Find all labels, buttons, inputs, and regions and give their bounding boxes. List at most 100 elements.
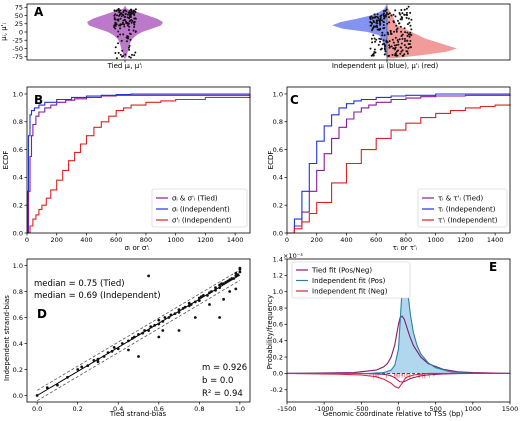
a-point-independent-mu-77 (369, 21, 372, 23)
e-xlabel: Genomic coordinate relative to TSS (bp) (323, 410, 464, 418)
a-point-independent-mu-prime-37 (390, 45, 393, 48)
c-ytick-label-4: 0.8 (273, 118, 283, 126)
d-point-7 (92, 359, 96, 362)
a-point-independent-mu-prime-114 (399, 18, 402, 21)
a-point-independent-mu-62 (371, 53, 374, 56)
d-point-68 (228, 290, 232, 293)
c-xtick-label-6: 1200 (457, 236, 474, 244)
a-point-tied-57 (116, 14, 118, 17)
d-point-57 (234, 271, 238, 275)
a-point-tied-86 (134, 10, 137, 13)
a-point-independent-mu-61 (381, 31, 384, 34)
a-point-independent-mu-prime-112 (396, 39, 399, 42)
d-ci-lower (36, 279, 241, 402)
d-point-22 (153, 323, 157, 327)
a-point-independent-mu-prime-131 (384, 44, 386, 47)
b-xlabel: σᵢ or σ'ᵢ (125, 244, 150, 252)
e-xtick-label-5: 1000 (465, 405, 482, 413)
a-point-tied-120 (133, 54, 136, 57)
a-point-tied-81 (123, 16, 126, 18)
b-xtick-label-7: 1400 (227, 236, 244, 244)
c-xtick-label-1: 200 (311, 236, 323, 244)
a-point-independent-mu-prime-108 (400, 34, 403, 37)
b-xtick-label-4: 800 (140, 236, 152, 244)
panel-letter-d: D (37, 307, 47, 321)
d-point-59 (238, 270, 242, 274)
a-point-tied-91 (134, 30, 137, 33)
a-point-tied-136 (114, 52, 117, 54)
a-point-tied-96 (130, 21, 133, 24)
d-point-75 (112, 346, 116, 349)
d-ytick-label-2: 0.4 (13, 340, 23, 348)
a-point-tied-131 (126, 24, 129, 27)
a-point-tied-51 (121, 21, 124, 24)
a-point-independent-mu-prime-42 (394, 9, 397, 12)
a-point-independent-mu-prime-56 (398, 12, 401, 14)
d-ytick-label-5: 1.0 (13, 262, 23, 270)
d-point-4 (76, 368, 80, 371)
a-point-tied-143 (120, 12, 122, 15)
e-ytick-label-6: 1.0 (273, 288, 283, 296)
d-point-50 (222, 282, 226, 286)
a-point-independent-mu-70 (371, 17, 374, 20)
a-point-independent-mu-79 (379, 28, 382, 31)
a-point-independent-mu-prime-76 (399, 52, 402, 55)
a-point-tied-130 (114, 22, 117, 24)
b-ytick-label-0: 0.0 (13, 229, 23, 237)
a-point-independent-mu-prime-101 (400, 16, 403, 18)
d-point-56 (234, 274, 238, 278)
d-point-38 (197, 299, 201, 302)
a-point-independent-mu-prime-137 (393, 47, 396, 50)
d-point-72 (222, 297, 226, 301)
d-point-6 (86, 364, 90, 367)
panel-letter-a: A (34, 5, 44, 19)
a-point-independent-mu-prime-55 (405, 7, 408, 10)
d-xtick-label-0: 0.0 (32, 405, 42, 413)
d-point-3 (66, 375, 69, 379)
a-point-independent-mu-prime-90 (403, 8, 406, 11)
b-ytick-label-1: 0.2 (13, 201, 23, 209)
a-point-tied-25 (120, 15, 123, 18)
a-point-independent-mu-prime-38 (405, 46, 408, 49)
d-point-35 (187, 301, 191, 305)
c-legend-label-0: τᵢ & τ'ᵢ (Tied) (438, 195, 483, 203)
panel-letter-c: C (290, 93, 299, 107)
a-point-tied-117 (118, 11, 121, 14)
a-point-independent-mu-73 (377, 43, 380, 46)
b-ylabel: ECDF (2, 151, 10, 170)
a-point-independent-mu-76 (371, 41, 374, 44)
a-point-independent-mu-85 (377, 28, 380, 31)
e-xtick-label-0: -1500 (278, 405, 297, 413)
e-ytick-label-5: 0.8 (273, 304, 283, 312)
b-xtick-label-5: 1000 (167, 236, 184, 244)
d-point-37 (193, 300, 197, 304)
d-frame (26, 258, 251, 403)
a-point-independent-mu-74 (371, 27, 374, 30)
a-point-independent-mu-prime-96 (407, 47, 410, 50)
a-point-tied-87 (125, 36, 128, 39)
d-point-44 (210, 290, 213, 293)
a-point-independent-mu-prime-65 (406, 31, 409, 34)
a-point-tied-109 (113, 14, 116, 17)
d-point-15 (131, 336, 134, 340)
a-point-independent-mu-75 (374, 15, 377, 18)
b-ytick-label-3: 0.6 (13, 146, 23, 154)
a-point-independent-mu-prime-7 (404, 37, 406, 40)
a-point-independent-mu-56 (369, 24, 372, 27)
a-point-tied-108 (116, 35, 119, 38)
a-point-independent-mu-84 (371, 29, 373, 32)
a-point-independent-mu-prime-3 (409, 11, 412, 14)
a-point-independent-mu-3 (373, 37, 376, 40)
d-point-45 (214, 288, 217, 292)
a-point-independent-mu-prime-29 (399, 13, 402, 16)
a-point-tied-110 (129, 38, 132, 41)
b-frame (26, 86, 251, 234)
a-point-independent-mu-prime-44 (383, 42, 386, 45)
a-point-independent-mu-prime-130 (410, 28, 413, 31)
b-series-2-line (27, 96, 251, 234)
d-point-24 (157, 318, 161, 322)
e-series-2-line (286, 372, 510, 389)
a-point-independent-mu-45 (379, 40, 381, 43)
a-point-tied-7 (124, 53, 127, 56)
a-point-tied-103 (128, 46, 130, 49)
